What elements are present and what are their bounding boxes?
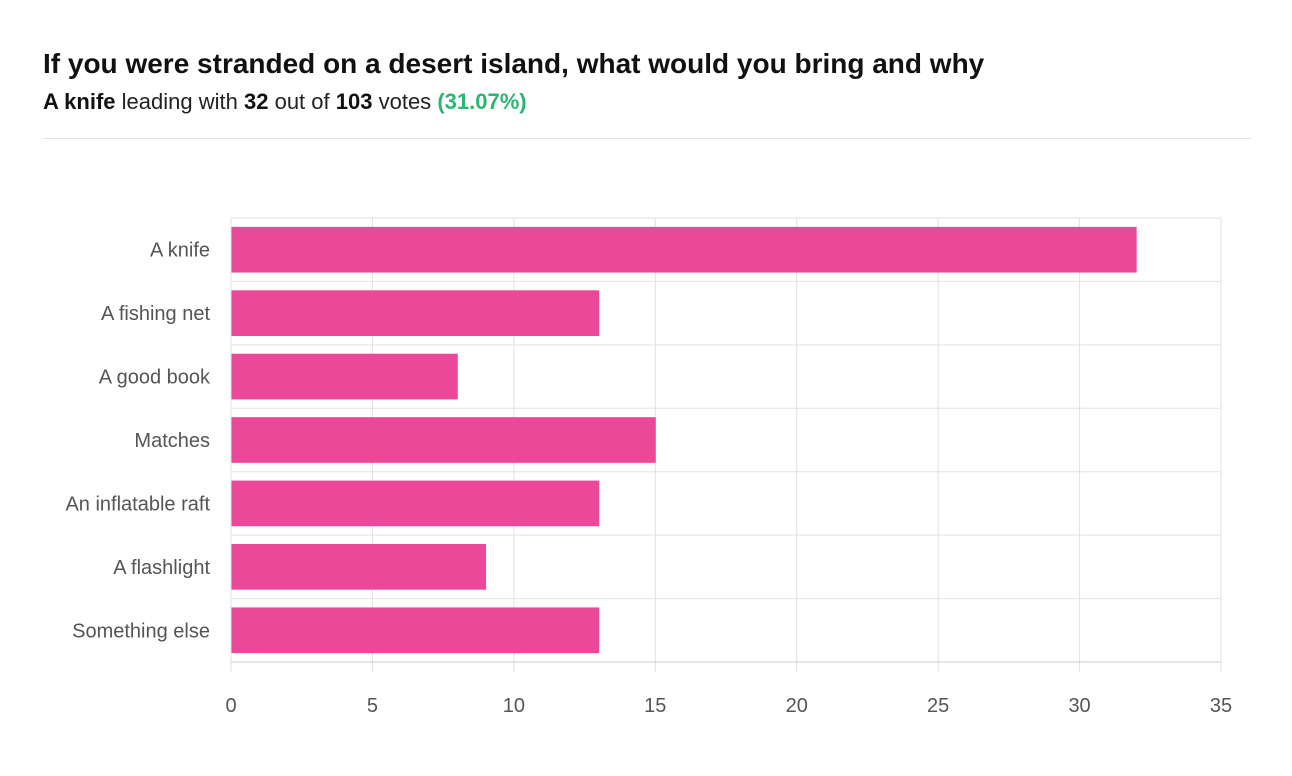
x-tick-label: 0 bbox=[225, 695, 236, 717]
x-tick-label: 20 bbox=[786, 695, 808, 717]
chart-grid bbox=[230, 217, 1222, 672]
poll-summary: A knife leading with 32 out of 103 votes… bbox=[43, 86, 1251, 118]
leader-option: A knife bbox=[43, 89, 116, 114]
poll-title: If you were stranded on a desert island,… bbox=[43, 48, 985, 79]
x-tick-label: 30 bbox=[1068, 695, 1090, 717]
category-labels: A knife A fishing net A good book Matches An… bbox=[65, 240, 211, 643]
bar bbox=[231, 226, 1137, 273]
category-label: An inflatable raft bbox=[65, 493, 210, 515]
category-label: A good book bbox=[99, 367, 211, 389]
poll-header: If you were stranded on a desert island,… bbox=[43, 44, 1251, 118]
total-votes: 103 bbox=[335, 89, 373, 114]
leader-percent: (31.07%) bbox=[437, 89, 527, 114]
out-of-text: out of bbox=[274, 89, 330, 114]
bar bbox=[231, 290, 600, 336]
bar bbox=[231, 607, 600, 654]
category-label: A knife bbox=[150, 240, 210, 262]
x-tick-label: 15 bbox=[644, 695, 666, 717]
x-tick-label: 5 bbox=[367, 695, 378, 717]
x-axis-ticks: 0 5 10 15 20 25 30 35 bbox=[225, 695, 1232, 717]
bar bbox=[231, 480, 600, 527]
leader-votes: 32 bbox=[243, 89, 269, 114]
category-label: A fishing net bbox=[101, 303, 210, 325]
bar bbox=[231, 544, 487, 590]
x-tick-label: 10 bbox=[503, 695, 525, 717]
category-label: Something else bbox=[72, 620, 210, 642]
category-label: A flashlight bbox=[113, 557, 210, 579]
category-label: Matches bbox=[134, 430, 210, 452]
header-divider bbox=[43, 138, 1251, 139]
bar bbox=[231, 417, 656, 463]
chart-bars bbox=[231, 226, 1137, 654]
x-tick-label: 25 bbox=[927, 695, 949, 717]
votes-text: votes bbox=[378, 89, 432, 114]
bar bbox=[231, 353, 458, 400]
x-tick-label: 35 bbox=[1210, 695, 1232, 717]
leading-with-text: leading with bbox=[121, 89, 238, 114]
